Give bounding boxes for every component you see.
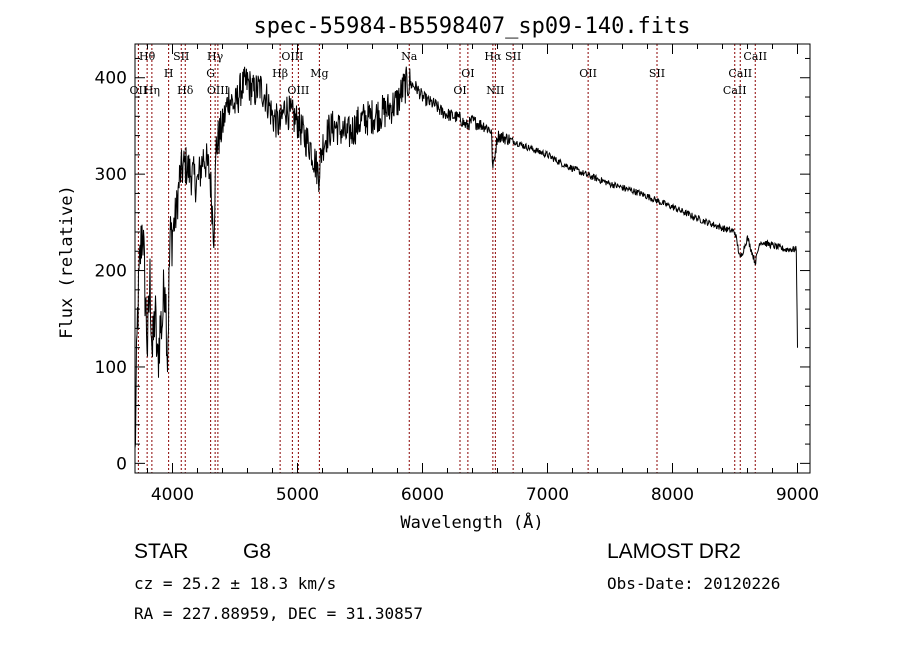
spectral-line-label: H — [164, 67, 174, 80]
spectral-line-label: OI — [453, 84, 466, 97]
spectral-line-label: Mg — [310, 67, 328, 80]
y-tick-label: 400 — [95, 69, 127, 89]
spectral-line-markers — [137, 44, 756, 473]
spectral-line-label: Hη — [144, 84, 160, 97]
spectral-line-label: Hγ — [207, 50, 224, 63]
spectral-line-label: OII — [579, 67, 597, 80]
spectral-line-label: SII — [173, 50, 189, 63]
survey-name: LAMOST DR2 — [607, 540, 741, 563]
coordinates: RA = 227.88959, DEC = 31.30857 — [134, 604, 423, 623]
spectrum-line — [134, 66, 798, 449]
spectral-line-label: Hα — [484, 50, 502, 63]
x-tick-label: 5000 — [276, 485, 319, 505]
object-class: STAR — [134, 540, 189, 563]
x-tick-label: 4000 — [151, 485, 194, 505]
y-tick-label: 0 — [116, 454, 127, 474]
spectral-line-label: NII — [486, 84, 504, 97]
y-tick-label: 200 — [95, 262, 127, 282]
chart-title: spec-55984-B5598407_sp09-140.fits — [253, 14, 690, 39]
spectral-line-label: Na — [401, 50, 418, 63]
x-tick-label: 6000 — [401, 485, 444, 505]
spectral-line-label: Hθ — [139, 50, 156, 63]
redshift-velocity: cz = 25.2 ± 18.3 km/s — [134, 574, 337, 593]
spectral-line-labels: HθOIIHηHSIIHδHγGOIIIHβOIIIOIIIMgNaOIOIHα… — [130, 50, 768, 97]
observation-date: Obs-Date: 20120226 — [607, 574, 781, 593]
spectral-line-label: Hδ — [177, 84, 194, 97]
plot-frame — [134, 43, 811, 474]
spectral-line-label: OIII — [281, 50, 303, 63]
spectral-line-label: OI — [461, 67, 474, 80]
x-tick-label: 7000 — [526, 485, 569, 505]
y-axis-label: Flux (relative) — [57, 185, 77, 339]
spectral-line-label: CaII — [728, 67, 752, 80]
x-tick-label: 9000 — [776, 485, 819, 505]
spectral-line-label: CaII — [723, 84, 747, 97]
spectral-line-label: G — [206, 67, 215, 80]
y-tick-label: 100 — [95, 358, 127, 378]
axis-ticks: 4000 5000 6000 7000 8000 9000 0 100 200 300 400 — [95, 44, 819, 505]
spectral-line-label: SII — [505, 50, 521, 63]
x-tick-label: 8000 — [651, 485, 694, 505]
spectral-line-label: Hβ — [272, 67, 288, 80]
spectral-line-label: OIII — [207, 84, 229, 97]
spectral-line-label: OIII — [287, 84, 309, 97]
spectral-line-label: CaII — [743, 50, 767, 63]
y-tick-label: 300 — [95, 165, 127, 185]
object-subclass: G8 — [243, 540, 272, 563]
x-axis-label: Wavelength (Å) — [400, 511, 543, 533]
spectral-line-label: OII — [130, 84, 148, 97]
spectral-line-label: SII — [649, 67, 665, 80]
